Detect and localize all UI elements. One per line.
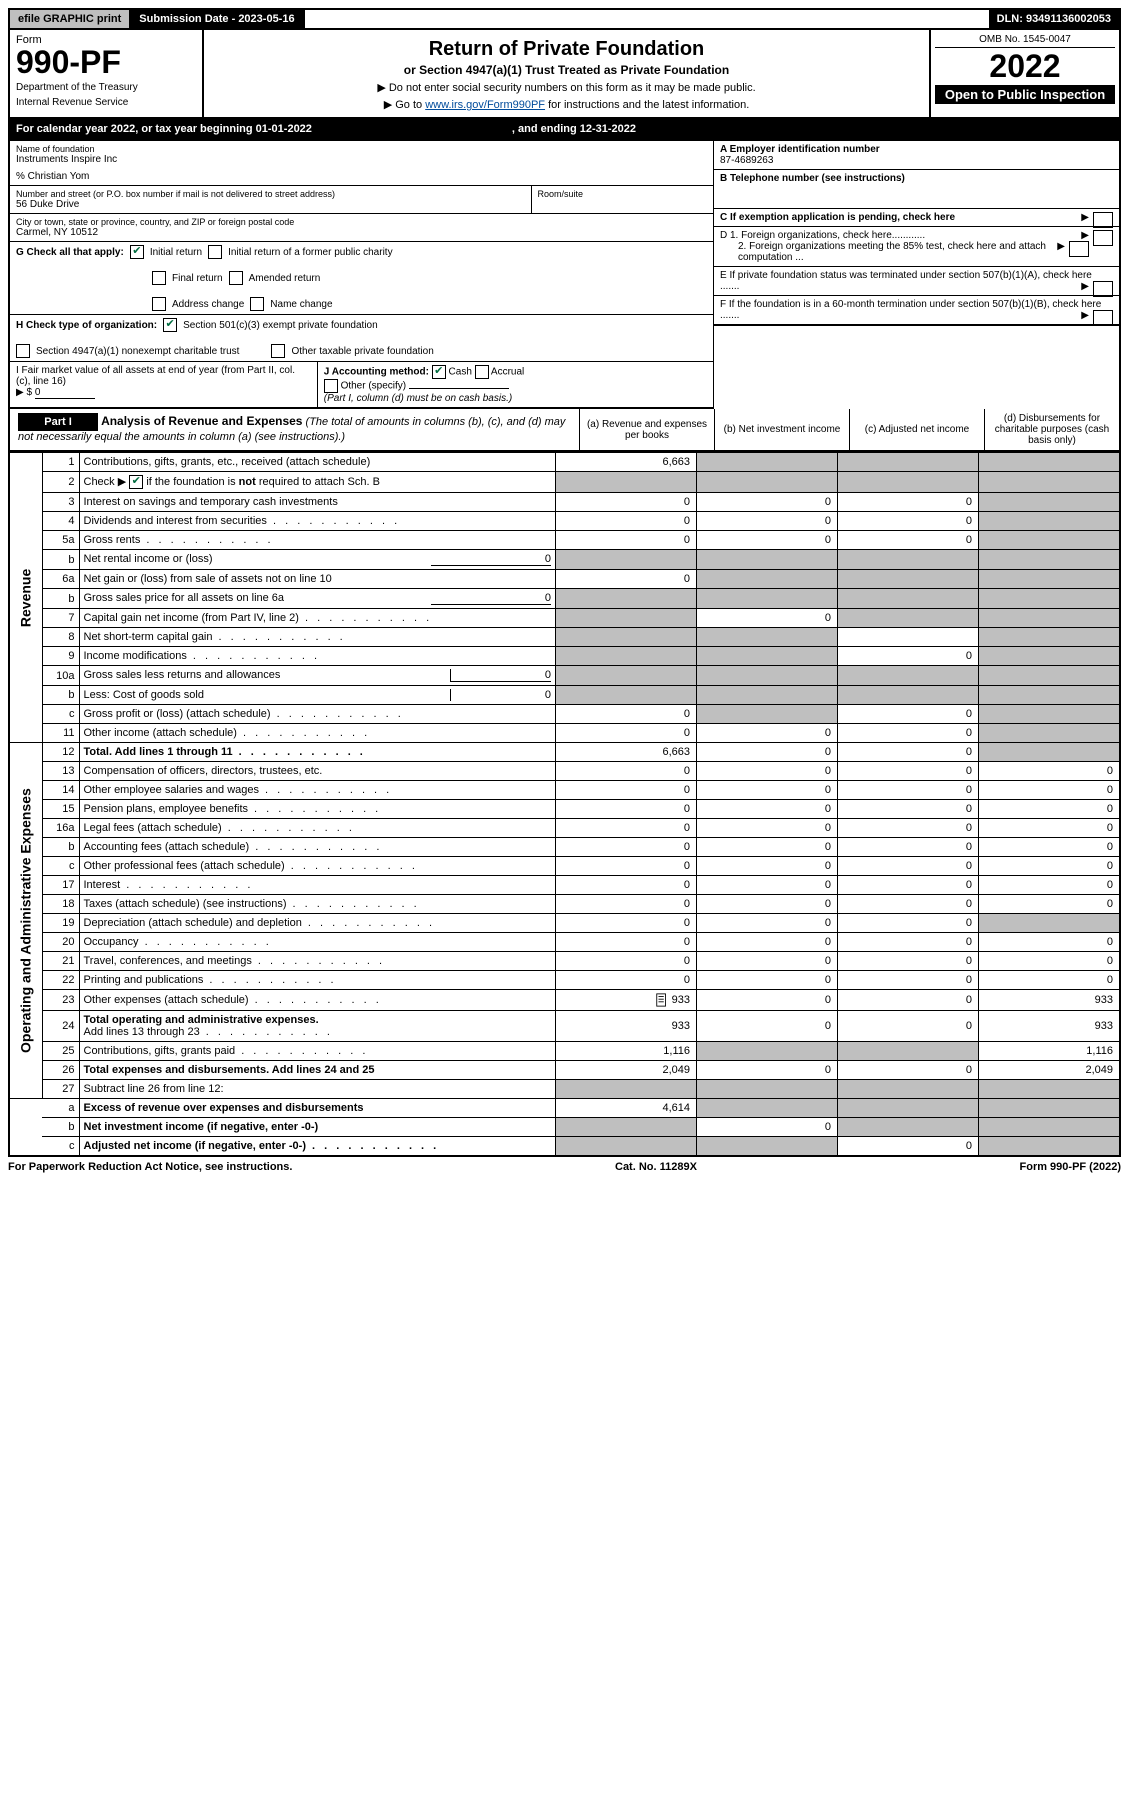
calendar-year-bar: For calendar year 2022, or tax year begi… — [8, 119, 1121, 141]
city-state-zip: Carmel, NY 10512 — [16, 227, 707, 238]
checkbox-accrual[interactable] — [475, 365, 489, 379]
checkbox-cash[interactable] — [432, 365, 446, 379]
foundation-name: Instruments Inspire Inc — [16, 154, 707, 165]
footer-right: Form 990-PF (2022) — [1020, 1161, 1121, 1173]
ein: 87-4689263 — [720, 155, 773, 166]
top-bar: efile GRAPHIC print Submission Date - 20… — [8, 8, 1121, 30]
addr-label: Number and street (or P.O. box number if… — [16, 189, 525, 199]
j-note: (Part I, column (d) must be on cash basi… — [324, 393, 512, 404]
h-label: H Check type of organization: — [16, 320, 157, 331]
note-link: ▶ Go to www.irs.gov/Form990PF for instru… — [210, 98, 923, 111]
form-title-block: Return of Private Foundation or Section … — [204, 30, 931, 117]
checkbox-other-method[interactable] — [324, 379, 338, 393]
checkbox-amended-return[interactable] — [229, 271, 243, 285]
form-number: 990-PF — [16, 46, 196, 78]
checkbox-address-change[interactable] — [152, 297, 166, 311]
page-footer: For Paperwork Reduction Act Notice, see … — [8, 1157, 1121, 1173]
form-header: Form 990-PF Department of the Treasury I… — [8, 30, 1121, 119]
checkbox-4947[interactable] — [16, 344, 30, 358]
part1-tag: Part I — [18, 413, 98, 431]
checkbox-501c3[interactable] — [163, 318, 177, 332]
irs-link[interactable]: www.irs.gov/Form990PF — [425, 99, 545, 111]
j-label: J Accounting method: — [324, 367, 429, 378]
year-block: OMB No. 1545-0047 2022 Open to Public In… — [931, 30, 1119, 117]
checkbox-e[interactable] — [1093, 281, 1113, 297]
checkbox-sch-b[interactable] — [129, 475, 143, 489]
dept-irs: Internal Revenue Service — [16, 97, 196, 108]
i-label: I Fair market value of all assets at end… — [16, 365, 295, 387]
col-c-head: (c) Adjusted net income — [849, 409, 984, 450]
h-check-row: H Check type of organization: Section 50… — [10, 315, 713, 362]
room-label: Room/suite — [538, 189, 708, 199]
checkbox-initial-return[interactable] — [130, 245, 144, 259]
part1-table: Revenue 1Contributions, gifts, grants, e… — [8, 452, 1121, 1157]
city-label: City or town, state or province, country… — [16, 217, 707, 227]
f-label: F If the foundation is in a 60-month ter… — [720, 299, 1101, 321]
g-check-row: G Check all that apply: Initial return I… — [10, 242, 713, 315]
open-to-public: Open to Public Inspection — [935, 85, 1115, 104]
checkbox-initial-former[interactable] — [208, 245, 222, 259]
col-d-head: (d) Disbursements for charitable purpose… — [984, 409, 1119, 450]
part1-header: Part I Analysis of Revenue and Expenses … — [8, 409, 1121, 452]
part1-title: Analysis of Revenue and Expenses — [101, 414, 302, 428]
checkbox-name-change[interactable] — [250, 297, 264, 311]
checkbox-final-return[interactable] — [152, 271, 166, 285]
form-id-block: Form 990-PF Department of the Treasury I… — [10, 30, 204, 117]
col-b-head: (b) Net investment income — [714, 409, 849, 450]
submission-date: Submission Date - 2023-05-16 — [131, 10, 304, 28]
footer-mid: Cat. No. 11289X — [615, 1161, 697, 1173]
tax-year: 2022 — [935, 48, 1115, 85]
d2-label: 2. Foreign organizations meeting the 85%… — [720, 241, 1048, 263]
entity-info: Name of foundation Instruments Inspire I… — [8, 141, 1121, 409]
e-label: E If private foundation status was termi… — [720, 270, 1092, 292]
form-subtitle: or Section 4947(a)(1) Trust Treated as P… — [210, 63, 923, 77]
care-of: % Christian Yom — [16, 171, 707, 182]
street-address: 56 Duke Drive — [16, 199, 525, 210]
cy-begin: For calendar year 2022, or tax year begi… — [16, 123, 312, 135]
g-label: G Check all that apply: — [16, 247, 124, 258]
checkbox-c[interactable] — [1093, 212, 1113, 228]
checkbox-d1[interactable] — [1093, 230, 1113, 246]
footer-left: For Paperwork Reduction Act Notice, see … — [8, 1161, 292, 1173]
expenses-side-label: Operating and Administrative Expenses — [9, 743, 42, 1099]
checkbox-other-taxable[interactable] — [271, 344, 285, 358]
col-a-head: (a) Revenue and expenses per books — [579, 409, 714, 450]
revenue-side-label: Revenue — [9, 453, 42, 743]
checkbox-d2[interactable] — [1069, 241, 1089, 257]
omb-number: OMB No. 1545-0047 — [935, 34, 1115, 48]
form-title: Return of Private Foundation — [210, 38, 923, 61]
i-arrow: ▶ $ — [16, 387, 32, 398]
attachment-icon[interactable] — [655, 993, 669, 1007]
dln: DLN: 93491136002053 — [989, 10, 1119, 28]
note-ssn: ▶ Do not enter social security numbers o… — [210, 81, 923, 94]
dept-treasury: Department of the Treasury — [16, 82, 196, 93]
c-label: C If exemption application is pending, c… — [720, 212, 955, 223]
checkbox-f[interactable] — [1093, 310, 1113, 326]
efile-label: efile GRAPHIC print — [10, 10, 131, 28]
a-label: A Employer identification number — [720, 144, 880, 155]
d1-label: D 1. Foreign organizations, check here..… — [720, 230, 925, 241]
i-value: 0 — [35, 387, 95, 399]
b-label: B Telephone number (see instructions) — [720, 173, 905, 184]
cy-end: , and ending 12-31-2022 — [512, 123, 636, 135]
name-label: Name of foundation — [16, 144, 707, 154]
